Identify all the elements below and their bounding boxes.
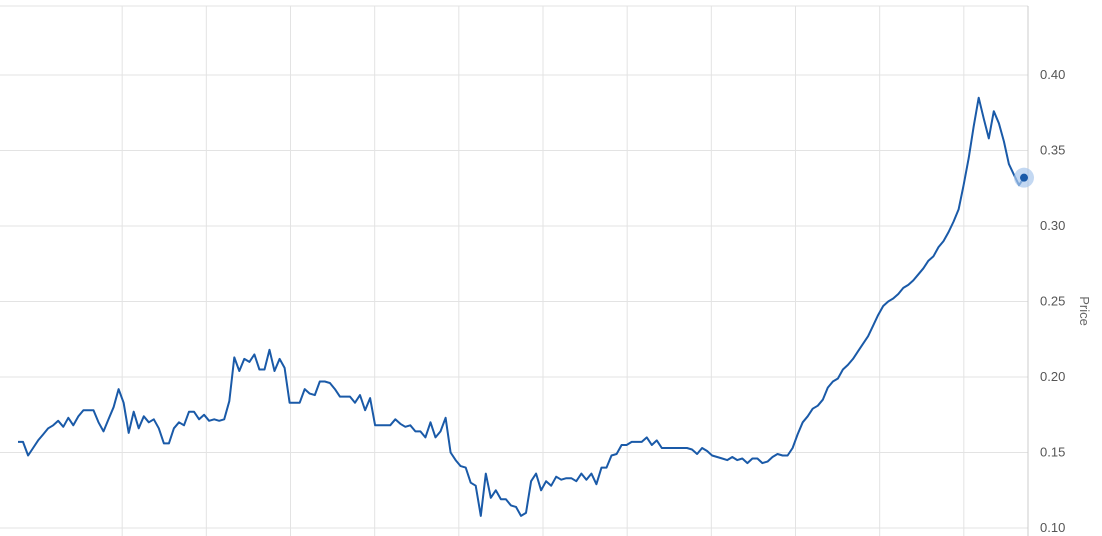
- y-tick-label: 0.40: [1040, 67, 1065, 82]
- last-point-marker[interactable]: [1020, 173, 1028, 182]
- price-series-line: [18, 96, 1025, 517]
- y-tick-label: 0.15: [1040, 445, 1065, 460]
- y-tick-label: 0.10: [1040, 520, 1065, 535]
- y-tick-label: 0.35: [1040, 143, 1065, 158]
- horizontal-gridlines: [0, 5, 1028, 529]
- y-axis-ticks: 0.10 0.15 0.20 0.25 0.30 0.35 0.40: [1040, 67, 1065, 535]
- y-tick-label: 0.25: [1040, 294, 1065, 309]
- vertical-gridlines: [121, 6, 965, 536]
- y-tick-label: 0.30: [1040, 218, 1065, 233]
- y-axis-title: Price: [1077, 296, 1092, 326]
- y-tick-label: 0.20: [1040, 369, 1065, 384]
